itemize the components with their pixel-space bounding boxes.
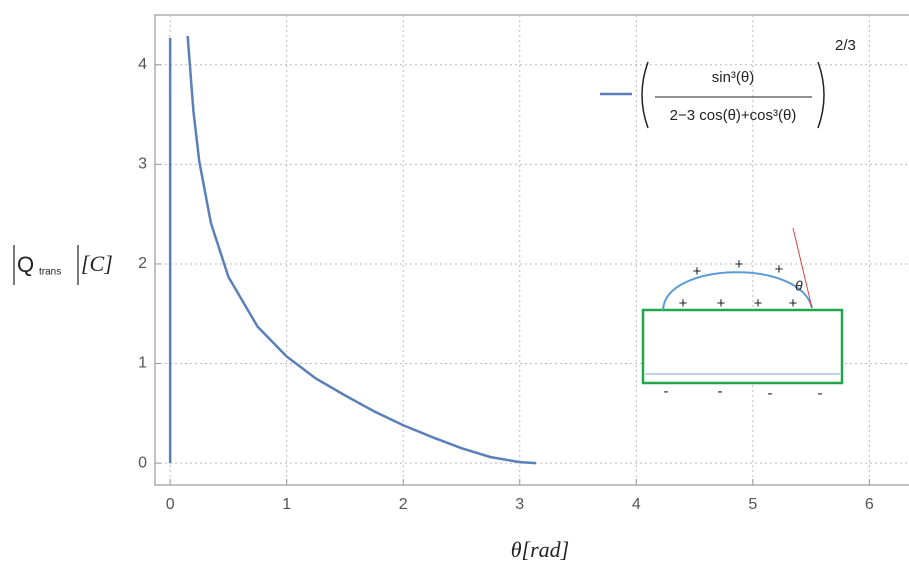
y-tick-label: 4	[138, 56, 147, 73]
angle-label: θ	[795, 278, 803, 294]
y-label-sub: trans	[39, 267, 61, 278]
grid	[155, 15, 909, 485]
legend: sin³(θ) 2−3 cos(θ)+cos³(θ) 2/3	[600, 37, 856, 129]
inset-diagram: θ + + + + + + + - - - -	[641, 227, 844, 402]
plus-sign: +	[717, 295, 726, 312]
ticks: 0 1 2 3 4 5 6 0 1 2 3 4	[138, 56, 874, 513]
legend-exponent: 2/3	[835, 37, 856, 54]
y-label-main: Q	[17, 252, 34, 277]
plus-sign: +	[754, 295, 763, 312]
x-tick-label: 1	[282, 496, 291, 513]
plus-sign: +	[735, 256, 744, 273]
x-tick-label: 6	[865, 496, 874, 513]
legend-denominator: 2−3 cos(θ)+cos³(θ)	[670, 107, 797, 124]
legend-numerator: sin³(θ)	[712, 69, 755, 86]
paren	[641, 61, 649, 129]
x-tick-label: 0	[166, 496, 175, 513]
plus-sign: +	[789, 295, 798, 312]
y-tick-label: 1	[138, 355, 147, 372]
droplet-arc	[662, 271, 813, 311]
y-tick-label: 2	[138, 255, 147, 272]
plus-sign: +	[679, 295, 688, 312]
minus-sign: -	[664, 383, 669, 400]
inset-box	[641, 308, 844, 385]
minus-sign: -	[768, 385, 773, 402]
data-line	[168, 35, 537, 465]
x-label: θ[rad]	[511, 537, 570, 562]
x-tick-label: 4	[632, 496, 641, 513]
tangent-line	[792, 227, 813, 309]
paren	[817, 61, 825, 129]
minus-sign: -	[818, 385, 823, 402]
plus-sign: +	[693, 263, 702, 280]
minus-sign: -	[718, 383, 723, 400]
y-tick-label: 0	[138, 454, 147, 471]
x-tick-label: 5	[748, 496, 757, 513]
x-tick-label: 3	[515, 496, 524, 513]
x-tick-label: 2	[399, 496, 408, 513]
y-label-unit: [C]	[81, 251, 113, 276]
plot-frame	[154, 14, 909, 486]
lines	[168, 35, 537, 465]
y-tick-label: 3	[138, 156, 147, 173]
plus-sign: +	[775, 261, 784, 278]
